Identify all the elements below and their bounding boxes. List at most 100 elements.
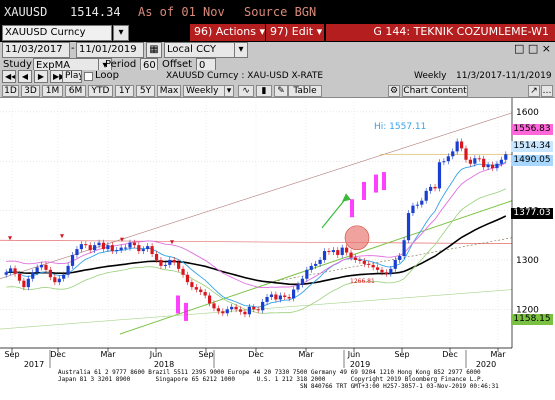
- candle-body: [9, 268, 13, 273]
- candle-body: [256, 309, 260, 311]
- candle-body: [499, 159, 503, 164]
- signal-bar: [176, 295, 180, 314]
- candle-body: [375, 267, 380, 270]
- footer-line-2: Japan 81 3 3201 8900 Singapore 65 6212 1…: [58, 376, 485, 383]
- candle-body: [199, 289, 203, 293]
- x-tick-label: Dec: [50, 350, 65, 359]
- x-tick-label: Sep: [198, 350, 213, 359]
- step-back-icon[interactable]: ◀: [18, 70, 32, 83]
- expand-icon[interactable]: ↗: [528, 85, 540, 97]
- candle-body: [340, 247, 344, 256]
- start-date-input[interactable]: 11/03/2017: [2, 42, 70, 58]
- candle-body: [451, 151, 455, 157]
- marker-triangle: [120, 237, 124, 242]
- period-button-1d[interactable]: 1D: [2, 85, 19, 97]
- candle-body: [464, 148, 468, 160]
- period-button-max[interactable]: Max: [157, 85, 181, 97]
- candle-body: [345, 247, 349, 253]
- candle-body: [163, 264, 167, 266]
- window-controls[interactable]: □ □ ×: [514, 42, 551, 55]
- candle-body: [13, 268, 17, 274]
- period-button-6m[interactable]: 6M: [65, 85, 86, 97]
- ticker-label: XAUUSD: [4, 5, 48, 19]
- chart-content-button[interactable]: Chart Content: [402, 85, 468, 97]
- marker-triangle: [170, 240, 174, 245]
- x-tick-label: Sep: [4, 350, 19, 359]
- price-chart[interactable]: Sep Dec Mar Jun Sep Dec Mar Jun Sep Dec Mar 2017 201…: [0, 98, 555, 368]
- actions-button[interactable]: 96) Actions ▾: [190, 24, 265, 41]
- step-forward-icon[interactable]: ▶: [34, 70, 48, 83]
- candle-body: [252, 306, 256, 310]
- y-tick-label: 1600: [516, 108, 539, 118]
- ema-slow-line: [6, 215, 507, 286]
- chart-canvas[interactable]: Sep Dec Mar Jun Sep Dec Mar Jun Sep Dec Mar 2017 201…: [0, 98, 555, 368]
- security-input[interactable]: XAUUSD Curncy: [2, 25, 112, 41]
- candle-body: [26, 278, 30, 288]
- candle-body: [504, 154, 508, 160]
- candle-body: [446, 156, 450, 162]
- chevron-down-icon[interactable]: ▾: [234, 42, 248, 58]
- candle-body: [424, 190, 428, 201]
- period-button-5y[interactable]: 5Y: [136, 85, 155, 97]
- x-tick-label: Mar: [100, 350, 116, 359]
- candle-body: [4, 272, 8, 275]
- candle-body: [327, 251, 331, 253]
- candle-body: [486, 164, 490, 168]
- candle-chart-icon[interactable]: ▮: [256, 85, 272, 97]
- candle-body: [287, 296, 291, 299]
- period-button-1m[interactable]: 1M: [42, 85, 63, 97]
- more-icon[interactable]: …: [541, 85, 553, 97]
- candle-body: [177, 262, 181, 269]
- upper-band-line: [6, 162, 506, 289]
- price-tag-high: 1556.83: [511, 124, 553, 135]
- candle-body: [322, 251, 327, 260]
- candle-body: [278, 295, 282, 300]
- footer-line-1: Australia 61 2 9777 8600 Brazil 5511 239…: [58, 369, 481, 376]
- chevron-down-icon[interactable]: ▾: [113, 25, 129, 41]
- y-axis-area: [512, 98, 555, 368]
- signal-bar: [382, 172, 386, 191]
- candle-body: [291, 289, 296, 299]
- up-arrow-shaft: [321, 197, 347, 229]
- calendar-icon[interactable]: ▦: [146, 42, 162, 58]
- chevron-down-icon[interactable]: ▾: [224, 85, 234, 97]
- rewind-icon[interactable]: ◀◀: [2, 70, 16, 83]
- period-button-ytd[interactable]: YTD: [88, 85, 113, 97]
- candle-body: [274, 294, 278, 300]
- signal-bar: [350, 199, 354, 218]
- end-date-input[interactable]: 11/01/2019: [76, 42, 144, 58]
- loop-checkbox[interactable]: [84, 72, 93, 81]
- candle-body: [216, 308, 221, 312]
- playback-row: ◀◀ ◀ ▶ ▶▶ Play Loop XAUUSD Curncy : XAU-…: [0, 70, 555, 84]
- price-tag-last: 1514.34: [511, 141, 553, 152]
- candle-body: [110, 245, 114, 252]
- period-button-3d[interactable]: 3D: [21, 85, 40, 97]
- candle-body: [66, 265, 70, 275]
- candle-body: [146, 246, 150, 250]
- x-tick-label: Dec: [248, 350, 263, 359]
- candle-body: [389, 268, 393, 274]
- candle-body: [234, 306, 238, 310]
- up-arrow-head: [342, 193, 351, 202]
- candle-body: [22, 280, 26, 288]
- edit-button[interactable]: 97) Edit ▾: [266, 24, 324, 41]
- currency-select[interactable]: Local CCY: [164, 42, 236, 58]
- line-chart-icon[interactable]: ∿: [238, 85, 254, 97]
- gear-icon[interactable]: ⚙: [388, 85, 400, 97]
- x-tick-label: Sep: [394, 350, 409, 359]
- candle-body: [79, 244, 83, 250]
- candle-body: [415, 204, 419, 206]
- draw-tool-icon[interactable]: ✎: [274, 85, 288, 97]
- y-tick-label: 1300: [516, 256, 539, 266]
- frequency-select[interactable]: Weekly: [183, 85, 225, 97]
- candle-body: [207, 295, 212, 304]
- candle-body: [283, 295, 287, 297]
- candle-body: [230, 306, 234, 310]
- x-tick-label: Jun: [347, 350, 361, 359]
- candle-body: [367, 263, 371, 265]
- table-button[interactable]: Table: [288, 85, 322, 97]
- play-button[interactable]: Play: [62, 70, 82, 83]
- candle-body: [261, 301, 265, 311]
- candle-body: [172, 259, 176, 263]
- period-button-1y[interactable]: 1Y: [115, 85, 134, 97]
